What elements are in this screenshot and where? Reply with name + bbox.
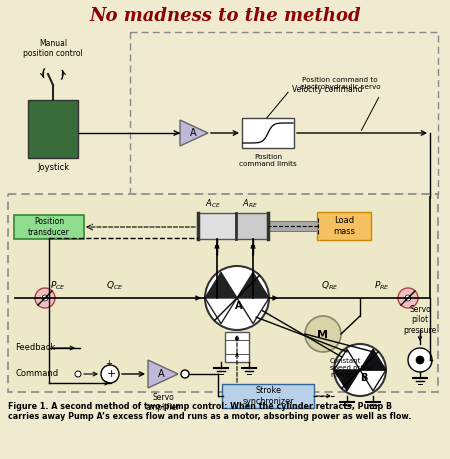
Text: Manual
position control: Manual position control — [23, 39, 83, 58]
Text: $Q_{RE}$: $Q_{RE}$ — [321, 280, 339, 292]
Text: Velocity command: Velocity command — [292, 84, 363, 94]
Text: A: A — [190, 128, 196, 138]
Circle shape — [416, 356, 424, 364]
Text: $P_{CE}$: $P_{CE}$ — [50, 280, 66, 292]
Text: Feedback: Feedback — [15, 343, 55, 353]
Text: M: M — [318, 330, 328, 340]
Text: $A_{RE}$: $A_{RE}$ — [242, 197, 258, 210]
Text: Stroke
synchronizer: Stroke synchronizer — [242, 386, 294, 406]
Polygon shape — [180, 120, 208, 146]
Text: Constant
speed prime
mover: Constant speed prime mover — [330, 358, 373, 378]
Text: +: + — [106, 369, 116, 379]
Bar — [198, 213, 236, 239]
Bar — [130, 32, 438, 194]
Text: Servo
pilot
pressure: Servo pilot pressure — [403, 305, 436, 335]
Text: Command: Command — [15, 369, 58, 379]
Polygon shape — [205, 272, 237, 298]
Polygon shape — [334, 349, 360, 370]
Polygon shape — [360, 349, 386, 370]
Text: $A_{CE}$: $A_{CE}$ — [205, 197, 221, 210]
Bar — [225, 332, 249, 362]
Polygon shape — [148, 360, 178, 388]
Text: Joystick: Joystick — [37, 163, 69, 173]
Text: Load
mass: Load mass — [333, 216, 355, 236]
Text: No madness to the method: No madness to the method — [89, 7, 361, 25]
Polygon shape — [237, 272, 269, 298]
Circle shape — [334, 344, 386, 396]
Text: B: B — [360, 373, 368, 383]
Circle shape — [408, 348, 432, 372]
Circle shape — [42, 295, 48, 301]
Circle shape — [101, 365, 119, 383]
Circle shape — [75, 371, 81, 377]
Text: Position command to
electrohydraulic servo: Position command to electrohydraulic ser… — [300, 77, 380, 90]
Text: A: A — [235, 301, 243, 311]
Bar — [268, 221, 318, 231]
FancyBboxPatch shape — [14, 215, 84, 239]
Circle shape — [305, 316, 341, 352]
Circle shape — [405, 295, 411, 301]
Text: $P_{RE}$: $P_{RE}$ — [374, 280, 390, 292]
Text: +: + — [106, 358, 112, 368]
Bar — [236, 213, 268, 239]
Polygon shape — [237, 298, 269, 324]
Text: $Q_{CE}$: $Q_{CE}$ — [106, 280, 124, 292]
Text: Figure 1. A second method of two-pump control: When the cylinder retracts, Pump : Figure 1. A second method of two-pump co… — [8, 402, 411, 421]
Polygon shape — [205, 298, 237, 324]
Polygon shape — [360, 370, 386, 391]
FancyBboxPatch shape — [222, 384, 314, 408]
Text: Servo
amplifier: Servo amplifier — [146, 393, 180, 412]
Bar — [28, 100, 78, 158]
Text: −: − — [104, 379, 114, 389]
Bar — [242, 118, 294, 148]
FancyBboxPatch shape — [317, 212, 371, 240]
Circle shape — [398, 288, 418, 308]
Bar — [8, 194, 438, 392]
Text: Position
transducer: Position transducer — [28, 217, 70, 237]
Text: Position
command limits: Position command limits — [239, 154, 297, 167]
Circle shape — [181, 370, 189, 378]
Circle shape — [35, 288, 55, 308]
Polygon shape — [334, 370, 360, 391]
Text: A: A — [158, 369, 164, 379]
Circle shape — [205, 266, 269, 330]
